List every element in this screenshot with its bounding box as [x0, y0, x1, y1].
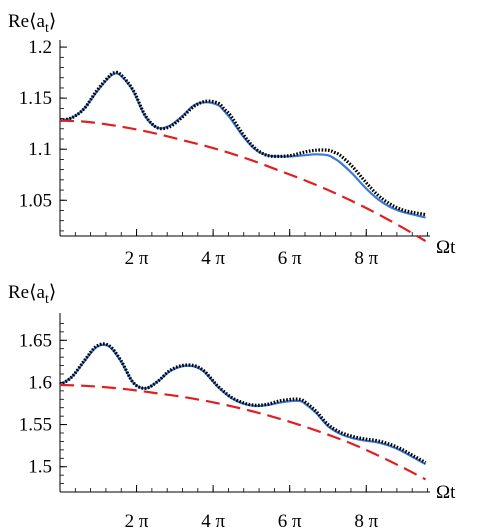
y-tick-label: 1.2 [28, 37, 52, 58]
y-tick-label: 1.6 [28, 372, 52, 393]
x-axis-label: Ωt [436, 482, 456, 503]
top-chart-panel: 1.05 1.1 1.15 1.2 2 π 4 π 6 π 8 π Re⟨at⟩ Ωt [8, 11, 456, 269]
x-tick-label: 8 π [354, 511, 378, 529]
x-axis-label: Ωt [436, 237, 456, 258]
y-axis-label-main: Re⟨a [8, 282, 46, 303]
y-axis-label-close: ⟩ [49, 282, 56, 303]
y-axis-label: Re⟨at⟩ [8, 11, 56, 36]
x-tick-label: 8 π [354, 248, 378, 269]
x-tick-label: 2 π [125, 248, 149, 269]
y-axis-label: Re⟨at⟩ [8, 282, 56, 307]
series-line-dashed [59, 383, 427, 481]
x-tick-label: 6 π [278, 511, 302, 529]
series-line-dashed [59, 119, 427, 243]
series-line-dotted [59, 70, 426, 217]
y-tick-label: 1.5 [28, 457, 52, 478]
x-tick-label: 6 π [278, 248, 302, 269]
y-axis-label-subscript: t [45, 21, 49, 36]
x-tick-label: 2 π [125, 511, 149, 529]
x-tick-label: 4 π [201, 511, 225, 529]
y-axis-label-main: Re⟨a [8, 11, 46, 32]
series-line-solid [59, 343, 427, 466]
x-tick-label: 4 π [201, 248, 225, 269]
y-axis-label-close: ⟩ [49, 11, 56, 32]
series-line-solid [59, 72, 426, 219]
y-axis-label-subscript: t [45, 292, 49, 307]
y-tick-label: 1.1 [28, 139, 52, 160]
bottom-chart-panel: 1.5 1.55 1.6 1.65 2 π 4 π 6 π 8 π Re⟨at⟩ Ωt [8, 282, 456, 529]
y-tick-label: 1.65 [19, 330, 52, 351]
y-tick-label: 1.15 [19, 88, 52, 109]
y-tick-label: 1.05 [19, 190, 52, 211]
y-tick-label: 1.55 [19, 415, 52, 436]
series-line-dotted [59, 342, 427, 464]
